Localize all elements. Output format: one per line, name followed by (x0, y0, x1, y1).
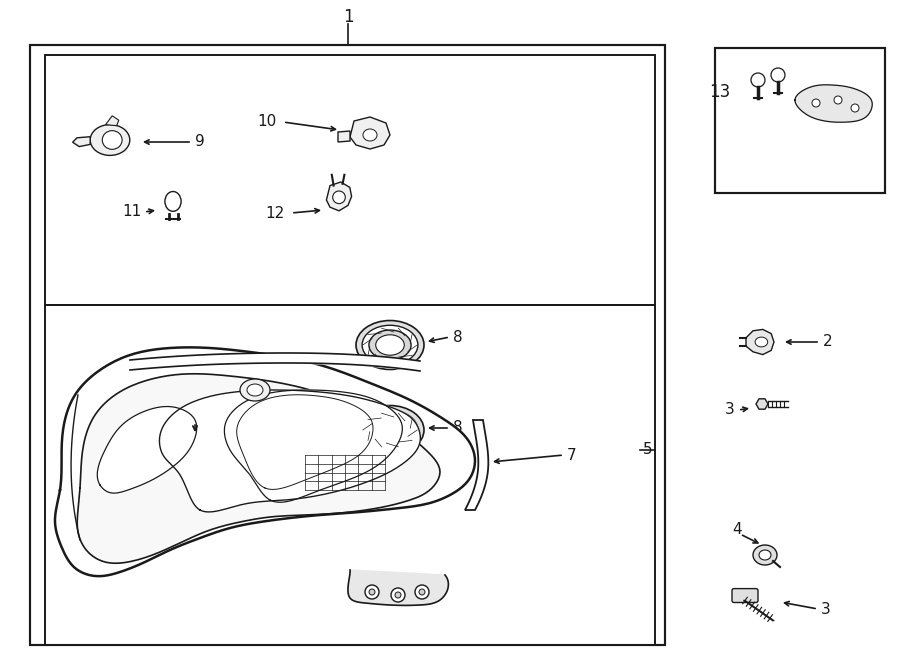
Bar (30, 45, 665, 645)
Polygon shape (350, 117, 390, 149)
Circle shape (369, 589, 375, 595)
Polygon shape (327, 182, 352, 211)
Ellipse shape (753, 545, 777, 565)
Text: 7: 7 (567, 447, 577, 463)
Ellipse shape (247, 384, 263, 396)
Bar (715, 48, 885, 193)
Ellipse shape (755, 337, 768, 347)
Ellipse shape (356, 405, 424, 455)
Ellipse shape (363, 129, 377, 141)
Polygon shape (105, 116, 119, 126)
Text: 10: 10 (257, 114, 276, 130)
Polygon shape (348, 570, 448, 605)
Text: 3: 3 (821, 602, 831, 617)
Ellipse shape (369, 330, 411, 360)
Text: 6: 6 (190, 407, 200, 422)
Circle shape (419, 589, 425, 595)
Polygon shape (73, 137, 90, 147)
Circle shape (365, 585, 379, 599)
Bar (715, 48, 885, 193)
Ellipse shape (362, 325, 418, 365)
Text: 1: 1 (343, 8, 354, 26)
Circle shape (415, 585, 429, 599)
Circle shape (395, 592, 401, 598)
Bar (45, 55, 655, 305)
Ellipse shape (240, 379, 270, 401)
Text: 12: 12 (266, 206, 284, 221)
Ellipse shape (759, 550, 771, 560)
Bar (45, 305, 655, 645)
Ellipse shape (369, 415, 411, 445)
Ellipse shape (103, 131, 122, 149)
Ellipse shape (362, 410, 418, 449)
Polygon shape (756, 399, 768, 409)
Circle shape (834, 96, 842, 104)
Text: 13: 13 (709, 83, 731, 101)
Circle shape (391, 588, 405, 602)
Ellipse shape (375, 335, 404, 355)
FancyBboxPatch shape (732, 588, 758, 602)
Circle shape (333, 191, 346, 204)
Polygon shape (224, 390, 402, 502)
Bar (45, 55, 655, 305)
Text: 11: 11 (122, 204, 141, 219)
Text: 2: 2 (824, 334, 832, 350)
Polygon shape (97, 407, 197, 493)
Text: 4: 4 (733, 522, 742, 537)
Text: 3: 3 (725, 403, 735, 418)
Bar (30, 45, 665, 645)
Circle shape (851, 104, 859, 112)
Ellipse shape (90, 125, 130, 155)
Polygon shape (746, 329, 774, 354)
Ellipse shape (165, 192, 181, 212)
Circle shape (751, 73, 765, 87)
Polygon shape (338, 131, 350, 142)
Polygon shape (465, 420, 489, 510)
Polygon shape (77, 373, 440, 563)
Text: 8: 8 (454, 420, 463, 436)
Bar (45, 305, 655, 645)
Text: 5: 5 (644, 442, 652, 457)
Text: 9: 9 (195, 134, 205, 149)
Circle shape (771, 68, 785, 82)
Polygon shape (159, 390, 420, 512)
Text: 8: 8 (454, 329, 463, 344)
Polygon shape (55, 348, 475, 576)
Circle shape (812, 99, 820, 107)
Ellipse shape (356, 321, 424, 369)
Polygon shape (795, 85, 872, 122)
Ellipse shape (375, 420, 404, 440)
